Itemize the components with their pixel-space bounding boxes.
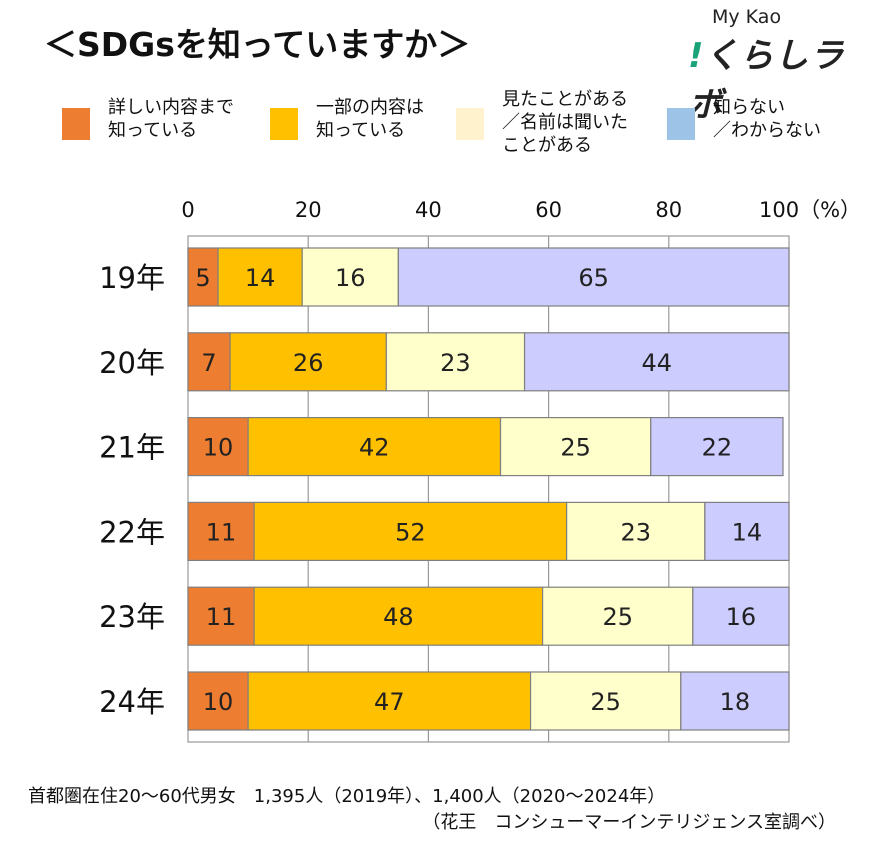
legend-item-unknown: 知らない ／わからない — [667, 96, 821, 142]
category-label: 21年 — [99, 431, 165, 465]
bar-segment — [397, 247, 790, 307]
bar-segment — [523, 332, 790, 392]
data-label: 10 — [203, 434, 234, 462]
plot-frame — [187, 235, 790, 743]
bar-segment — [704, 501, 790, 561]
data-label: 14 — [245, 264, 276, 292]
data-label: 65 — [578, 264, 609, 292]
data-label: 10 — [203, 688, 234, 716]
legend-swatch — [270, 108, 298, 140]
logo-mark: ! — [688, 36, 705, 76]
x-tick-label: 80 — [655, 198, 682, 222]
bar-segment — [187, 671, 249, 731]
chart-title: ＜SDGsを知っていますか＞ — [44, 25, 471, 64]
category-label: 19年 — [99, 261, 165, 295]
category-label: 20年 — [99, 346, 165, 380]
x-tick-label: 40 — [415, 198, 442, 222]
data-label: 52 — [395, 518, 426, 546]
sample-note: 首都圏在住20～60代男女 1,395人（2019年）、1,400人（2020～… — [28, 786, 666, 807]
bar-segment — [650, 417, 784, 477]
x-tick-label: 100（%） — [759, 198, 861, 222]
data-label: 14 — [732, 518, 763, 546]
data-label: 26 — [293, 349, 324, 377]
bar-segment — [301, 247, 399, 307]
category-label: 23年 — [99, 600, 165, 634]
bar-segment — [187, 417, 249, 477]
data-label: 5 — [195, 264, 210, 292]
data-label: 23 — [440, 349, 471, 377]
legend-swatch — [456, 108, 484, 140]
legend-label: 一部の内容は 知っている — [316, 97, 424, 141]
data-label: 44 — [642, 349, 673, 377]
category-label: 24年 — [99, 685, 165, 719]
bar-segment — [692, 586, 790, 646]
source-note: （花王 コンシューマーインテリジェンス室調べ） — [422, 812, 836, 833]
data-label: 22 — [702, 434, 733, 462]
data-label: 25 — [590, 688, 621, 716]
bar-segment — [187, 586, 255, 646]
category-label: 22年 — [99, 515, 165, 549]
data-label: 11 — [206, 518, 237, 546]
bar-segment — [253, 586, 544, 646]
bar-segment — [187, 501, 255, 561]
bar-segment — [247, 417, 502, 477]
legend-item-detailed: 詳しい内容まで 知っている — [62, 96, 234, 142]
legend-label: 見たことがある ／名前は聞いた ことがある — [502, 89, 628, 156]
data-label: 42 — [359, 434, 390, 462]
legend-item-heard: 見たことがある ／名前は聞いた ことがある — [456, 88, 628, 157]
legend-label: 詳しい内容まで 知っている — [108, 97, 234, 141]
bar-segment — [499, 417, 652, 477]
data-label: 16 — [726, 603, 757, 631]
data-label: 11 — [206, 603, 237, 631]
data-label: 18 — [720, 688, 751, 716]
data-label: 16 — [335, 264, 366, 292]
data-label: 48 — [383, 603, 414, 631]
data-label: 7 — [201, 349, 216, 377]
legend-swatch — [667, 108, 695, 140]
data-label: 23 — [620, 518, 651, 546]
legend-label: 知らない ／わからない — [713, 97, 821, 141]
data-label: 47 — [374, 688, 405, 716]
legend-swatch — [62, 108, 90, 140]
x-tick-label: 60 — [535, 198, 562, 222]
data-label: 25 — [602, 603, 633, 631]
x-tick-label: 20 — [295, 198, 322, 222]
logo-my-kao: My Kao — [712, 6, 782, 28]
bar-segment — [541, 586, 694, 646]
x-tick-label: 0 — [181, 198, 194, 222]
legend-item-partial: 一部の内容は 知っている — [270, 96, 424, 142]
bar-segment — [385, 332, 526, 392]
bar-segment — [229, 332, 387, 392]
bar-segment — [680, 671, 790, 731]
bar-segment — [566, 501, 706, 561]
data-label: 25 — [560, 434, 591, 462]
bar-segment — [217, 247, 303, 307]
